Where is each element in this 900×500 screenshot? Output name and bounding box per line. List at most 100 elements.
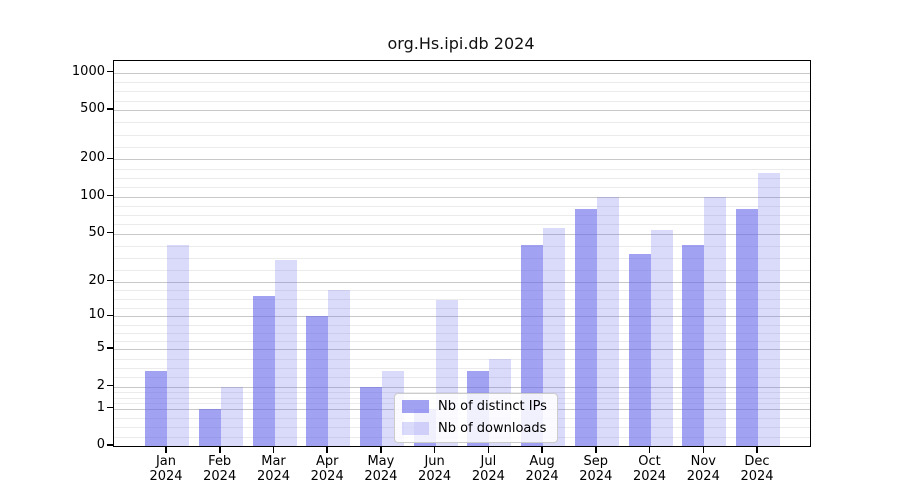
bar-downloads — [167, 245, 189, 446]
x-tick-mark — [165, 446, 167, 453]
y-tick-mark — [107, 70, 113, 73]
x-tick-label: May 2024 — [351, 454, 411, 484]
y-tick-mark — [107, 444, 113, 446]
x-tick-label-month: Apr — [315, 454, 339, 469]
y-tick-label: 0 — [96, 437, 105, 452]
x-tick-label-month: Aug — [529, 454, 555, 469]
x-tick-label-year: 2024 — [364, 469, 398, 484]
y-tick-label: 2 — [96, 377, 105, 393]
gridline-major — [114, 72, 810, 74]
x-tick-label: Jun 2024 — [405, 454, 465, 484]
gridline-major — [114, 233, 810, 235]
x-tick-label: Jul 2024 — [458, 454, 518, 484]
gridline-minor — [114, 332, 810, 334]
y-tick-mark — [107, 314, 113, 317]
y-tick-label: 100 — [80, 187, 105, 203]
legend-swatch-distinct-ips-icon — [402, 400, 429, 413]
y-tick-label: 50 — [88, 224, 105, 240]
bar-distinct-ips — [252, 296, 275, 446]
gridline-minor — [114, 392, 810, 394]
x-tick-label-month: Oct — [638, 454, 661, 469]
x-tick-label-month: Sep — [583, 454, 609, 469]
gridline-minor — [114, 122, 810, 124]
x-tick-mark — [541, 446, 543, 453]
x-tick-label-year: 2024 — [632, 469, 667, 484]
gridline-minor — [114, 324, 810, 326]
gridline-minor — [114, 257, 810, 259]
legend-item-downloads: Nb of downloads — [402, 421, 547, 436]
bar-downloads — [274, 260, 297, 446]
gridline-major — [114, 159, 810, 161]
gridline-minor — [114, 187, 810, 189]
x-tick-label-year: 2024 — [256, 469, 291, 484]
y-tick-mark — [107, 279, 113, 282]
y-tick-label: 20 — [88, 272, 105, 288]
plot-area: Nb of distinct IPs Nb of downloads — [113, 60, 811, 447]
bar-downloads — [328, 289, 351, 446]
gridline-minor — [114, 178, 810, 179]
x-tick-label-year: 2024 — [686, 469, 720, 484]
y-tick-mark — [107, 108, 113, 110]
gridline-minor — [114, 298, 810, 300]
x-tick-label-month: Nov — [690, 454, 716, 469]
x-tick-label-year: 2024 — [203, 469, 237, 484]
y-tick-mark — [107, 157, 113, 160]
x-tick-mark — [648, 446, 651, 453]
x-tick-label-year: 2024 — [418, 469, 452, 484]
legend-item-distinct-ips: Nb of distinct IPs — [402, 399, 547, 414]
x-tick-label: Oct 2024 — [620, 454, 680, 484]
bar-downloads — [650, 230, 673, 446]
x-tick-label-month: Jul — [480, 454, 497, 469]
gridline-minor — [114, 290, 810, 292]
gridline-minor — [114, 341, 810, 342]
y-tick-label: 1 — [96, 399, 105, 415]
x-tick-mark — [702, 446, 704, 453]
chart-title: org.Hs.ipi.db 2024 — [387, 34, 535, 53]
gridline-major — [114, 386, 810, 388]
gridline-minor — [114, 205, 810, 207]
legend-label-distinct-ips: Nb of distinct IPs — [438, 399, 547, 414]
bar-distinct-ips — [574, 208, 597, 446]
gridline-minor — [114, 100, 810, 102]
bar-downloads — [543, 228, 566, 446]
bar-distinct-ips — [145, 371, 167, 446]
y-tick-mark — [107, 347, 113, 349]
y-tick-label: 5 — [96, 340, 105, 356]
x-tick-label: Dec 2024 — [727, 454, 787, 484]
gridline-minor — [114, 358, 810, 360]
bar-distinct-ips — [682, 245, 705, 446]
legend-label-downloads: Nb of downloads — [438, 421, 547, 436]
x-tick-mark — [433, 446, 436, 453]
x-tick-mark — [272, 446, 275, 453]
x-tick-label: Feb 2024 — [190, 454, 250, 484]
x-tick-mark — [380, 446, 382, 453]
gridline-minor — [114, 147, 810, 148]
gridline-major — [114, 349, 810, 351]
bar-distinct-ips — [306, 316, 329, 446]
bar-distinct-ips — [198, 408, 221, 446]
x-tick-label-month: Dec — [744, 454, 770, 469]
gridline-minor — [114, 224, 810, 226]
y-tick-mark — [107, 231, 113, 234]
gridline-major — [114, 110, 810, 111]
y-tick-label: 10 — [88, 307, 105, 323]
y-tick-mark — [107, 384, 113, 387]
bar-distinct-ips — [359, 386, 382, 446]
y-tick-mark — [107, 406, 113, 409]
x-tick-label: Mar 2024 — [244, 454, 304, 484]
gridline-minor — [114, 245, 810, 247]
x-tick-label-year: 2024 — [310, 469, 344, 484]
x-tick-label-month: Jun — [424, 454, 445, 469]
x-tick-label-year: 2024 — [525, 469, 559, 484]
gridline-minor — [114, 377, 810, 379]
x-tick-mark — [219, 446, 221, 453]
y-tick-label: 1000 — [71, 63, 105, 79]
legend: Nb of distinct IPs Nb of downloads — [394, 393, 558, 443]
gridline-minor — [114, 269, 810, 271]
bar-downloads — [704, 196, 727, 446]
x-tick-label: Jan 2024 — [136, 454, 196, 484]
x-tick-mark — [326, 446, 328, 453]
bar-distinct-ips — [628, 253, 651, 446]
y-tick-label: 500 — [80, 101, 105, 116]
